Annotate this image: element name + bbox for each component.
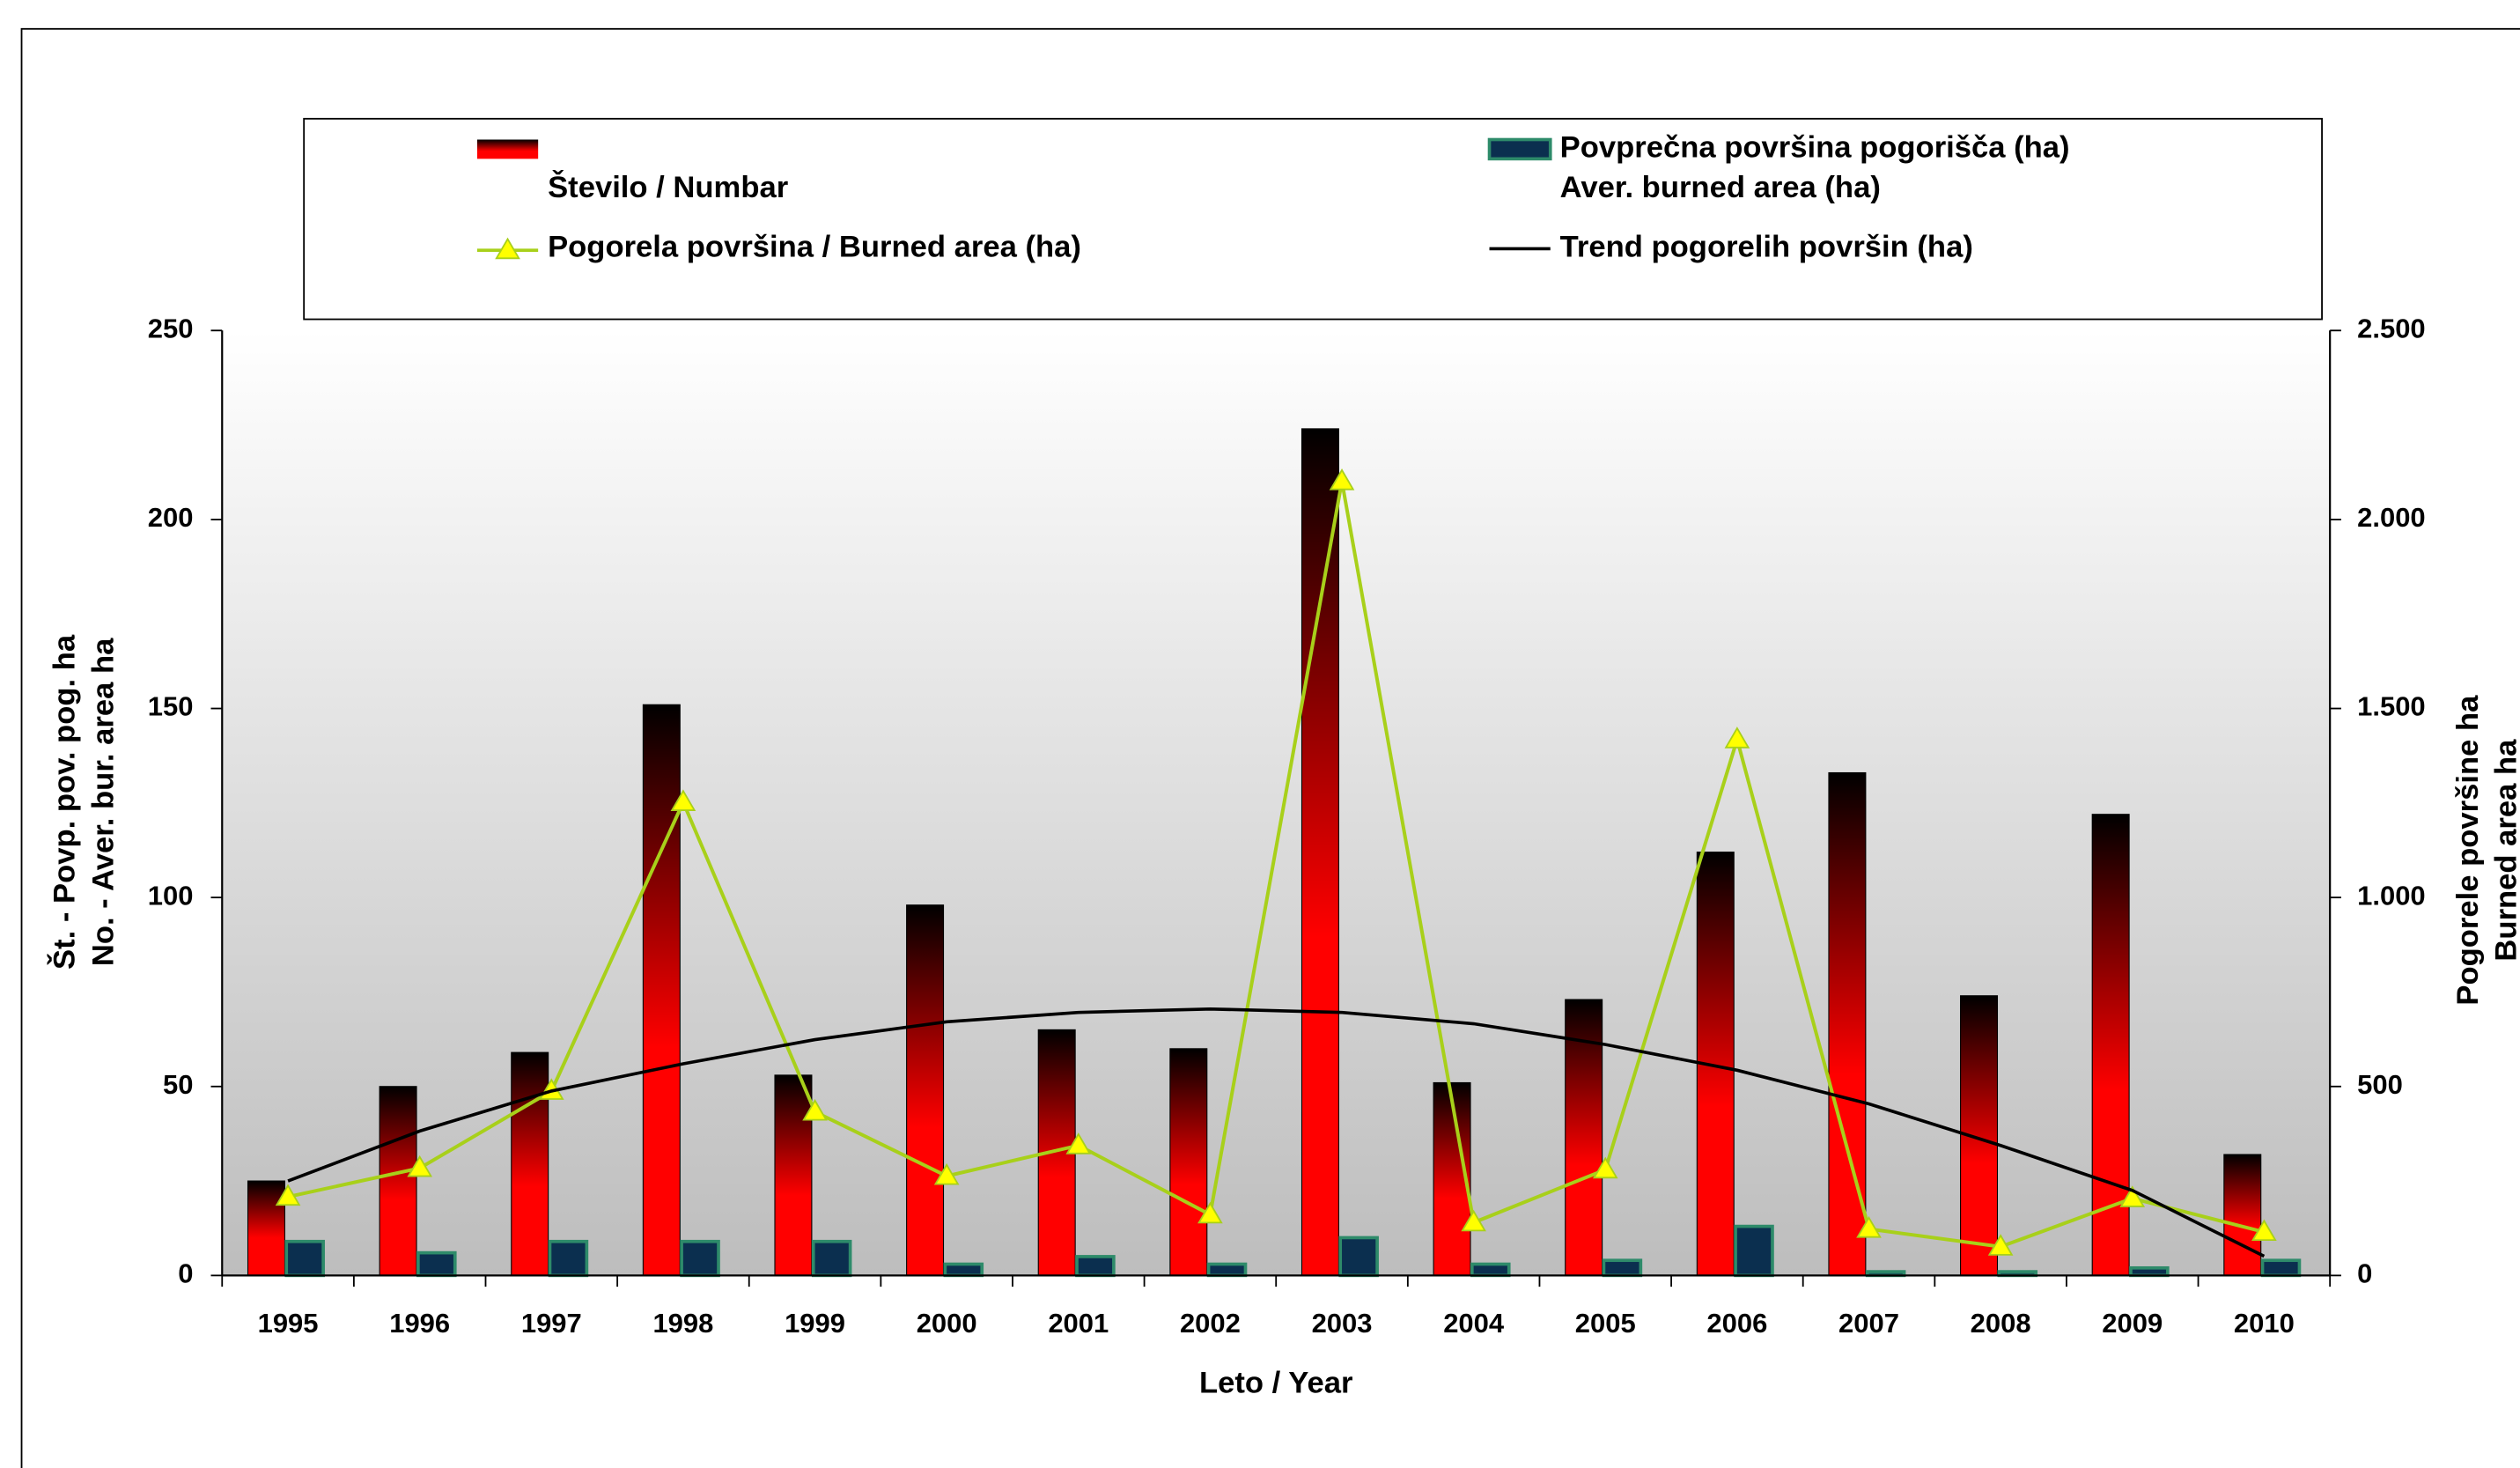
bar — [1565, 999, 1603, 1276]
x-tick-label: 1995 — [258, 1308, 319, 1339]
bar — [1470, 1262, 1511, 1278]
y-tick-label: 250 — [148, 313, 194, 343]
bar — [1301, 428, 1339, 1276]
x-tick-label: 2009 — [2102, 1308, 2163, 1339]
y2-axis-label: Burned area ha — [2490, 739, 2520, 962]
bar — [511, 1051, 549, 1276]
bar — [548, 1239, 589, 1278]
x-tick-label: 2007 — [1838, 1308, 1899, 1339]
y-tick-label: 0 — [178, 1258, 193, 1289]
bar — [284, 1239, 325, 1278]
marker — [802, 1098, 828, 1121]
x-tick-label: 2008 — [1971, 1308, 2031, 1339]
marker — [1065, 1132, 1092, 1154]
bar — [774, 1074, 813, 1276]
bar — [906, 904, 945, 1276]
x-tick-label: 2002 — [1180, 1308, 1241, 1339]
x-tick-label: 1998 — [652, 1308, 713, 1339]
bar — [2223, 1154, 2262, 1276]
x-tick-label: 1997 — [521, 1308, 582, 1339]
marker — [1856, 1216, 1882, 1238]
y-axis-label: Št. - Povp. pov. pog. ha — [47, 634, 82, 970]
x-tick-label: 2010 — [2234, 1308, 2295, 1339]
y2-tick-label: 1.500 — [2357, 691, 2425, 722]
legend-label: Število / Numbar — [548, 169, 788, 204]
marker — [1329, 468, 1355, 491]
y-tick-label: 100 — [148, 880, 194, 911]
bar — [2091, 814, 2130, 1276]
x-tick-label: 1996 — [389, 1308, 450, 1339]
x-tick-label: 2003 — [1312, 1308, 1373, 1339]
y2-tick-label: 500 — [2357, 1069, 2403, 1100]
bar — [416, 1250, 457, 1278]
y-axis-label: No. - Aver. bur. area ha — [86, 638, 120, 966]
y2-tick-label: 2.000 — [2357, 502, 2425, 533]
x-tick-label: 2006 — [1706, 1308, 1767, 1339]
y2-tick-label: 0 — [2357, 1258, 2372, 1289]
legend-swatch — [1487, 137, 1552, 161]
y-tick-label: 150 — [148, 691, 194, 722]
legend-label: Povprečna površina pogorišča (ha) Aver. b… — [1560, 131, 2070, 205]
y-tick-label: 200 — [148, 502, 194, 533]
bar — [642, 704, 681, 1276]
line — [287, 1007, 2266, 1258]
marker — [1461, 1209, 1486, 1232]
bar — [811, 1239, 852, 1278]
marker — [275, 1184, 301, 1206]
y2-axis-label: Pogorele površine ha — [2451, 695, 2485, 1006]
x-tick-label: 2005 — [1575, 1308, 1636, 1339]
y2-tick-label: 2.500 — [2357, 313, 2425, 343]
bar — [2260, 1258, 2302, 1278]
marker — [2119, 1185, 2146, 1207]
x-tick-label: 1999 — [785, 1308, 845, 1339]
marker — [407, 1154, 433, 1177]
legend-marker — [495, 237, 520, 260]
bar — [1075, 1255, 1116, 1278]
legend-label: Pogorela površina / Burned area (ha) — [548, 231, 1081, 264]
legend-swatch — [476, 139, 539, 159]
bar — [1734, 1224, 1774, 1278]
marker — [1592, 1156, 1618, 1179]
bar — [1602, 1258, 1643, 1278]
marker — [1987, 1234, 2014, 1256]
line — [287, 481, 2265, 1249]
bar — [1169, 1048, 1208, 1276]
bar — [2129, 1265, 2170, 1278]
bar — [379, 1086, 417, 1276]
bar — [680, 1239, 720, 1278]
x-tick-label: 2004 — [1443, 1308, 1505, 1339]
x-axis-label: Leto / Year — [1199, 1366, 1352, 1399]
marker — [670, 789, 696, 812]
bar — [1338, 1236, 1379, 1278]
marker — [2251, 1219, 2277, 1242]
x-tick-label: 2001 — [1048, 1308, 1109, 1339]
x-tick-label: 2000 — [917, 1308, 977, 1339]
y2-tick-label: 1.000 — [2357, 880, 2425, 911]
bar — [1206, 1262, 1248, 1278]
marker — [1197, 1201, 1223, 1224]
bar — [943, 1262, 984, 1278]
bar — [247, 1180, 285, 1276]
legend — [303, 117, 2323, 321]
y-tick-label: 50 — [163, 1069, 193, 1100]
chart-frame — [20, 27, 2520, 1468]
marker — [933, 1162, 960, 1185]
marker — [1724, 727, 1750, 749]
legend-label: Trend pogorelih površin (ha) — [1560, 231, 1973, 264]
